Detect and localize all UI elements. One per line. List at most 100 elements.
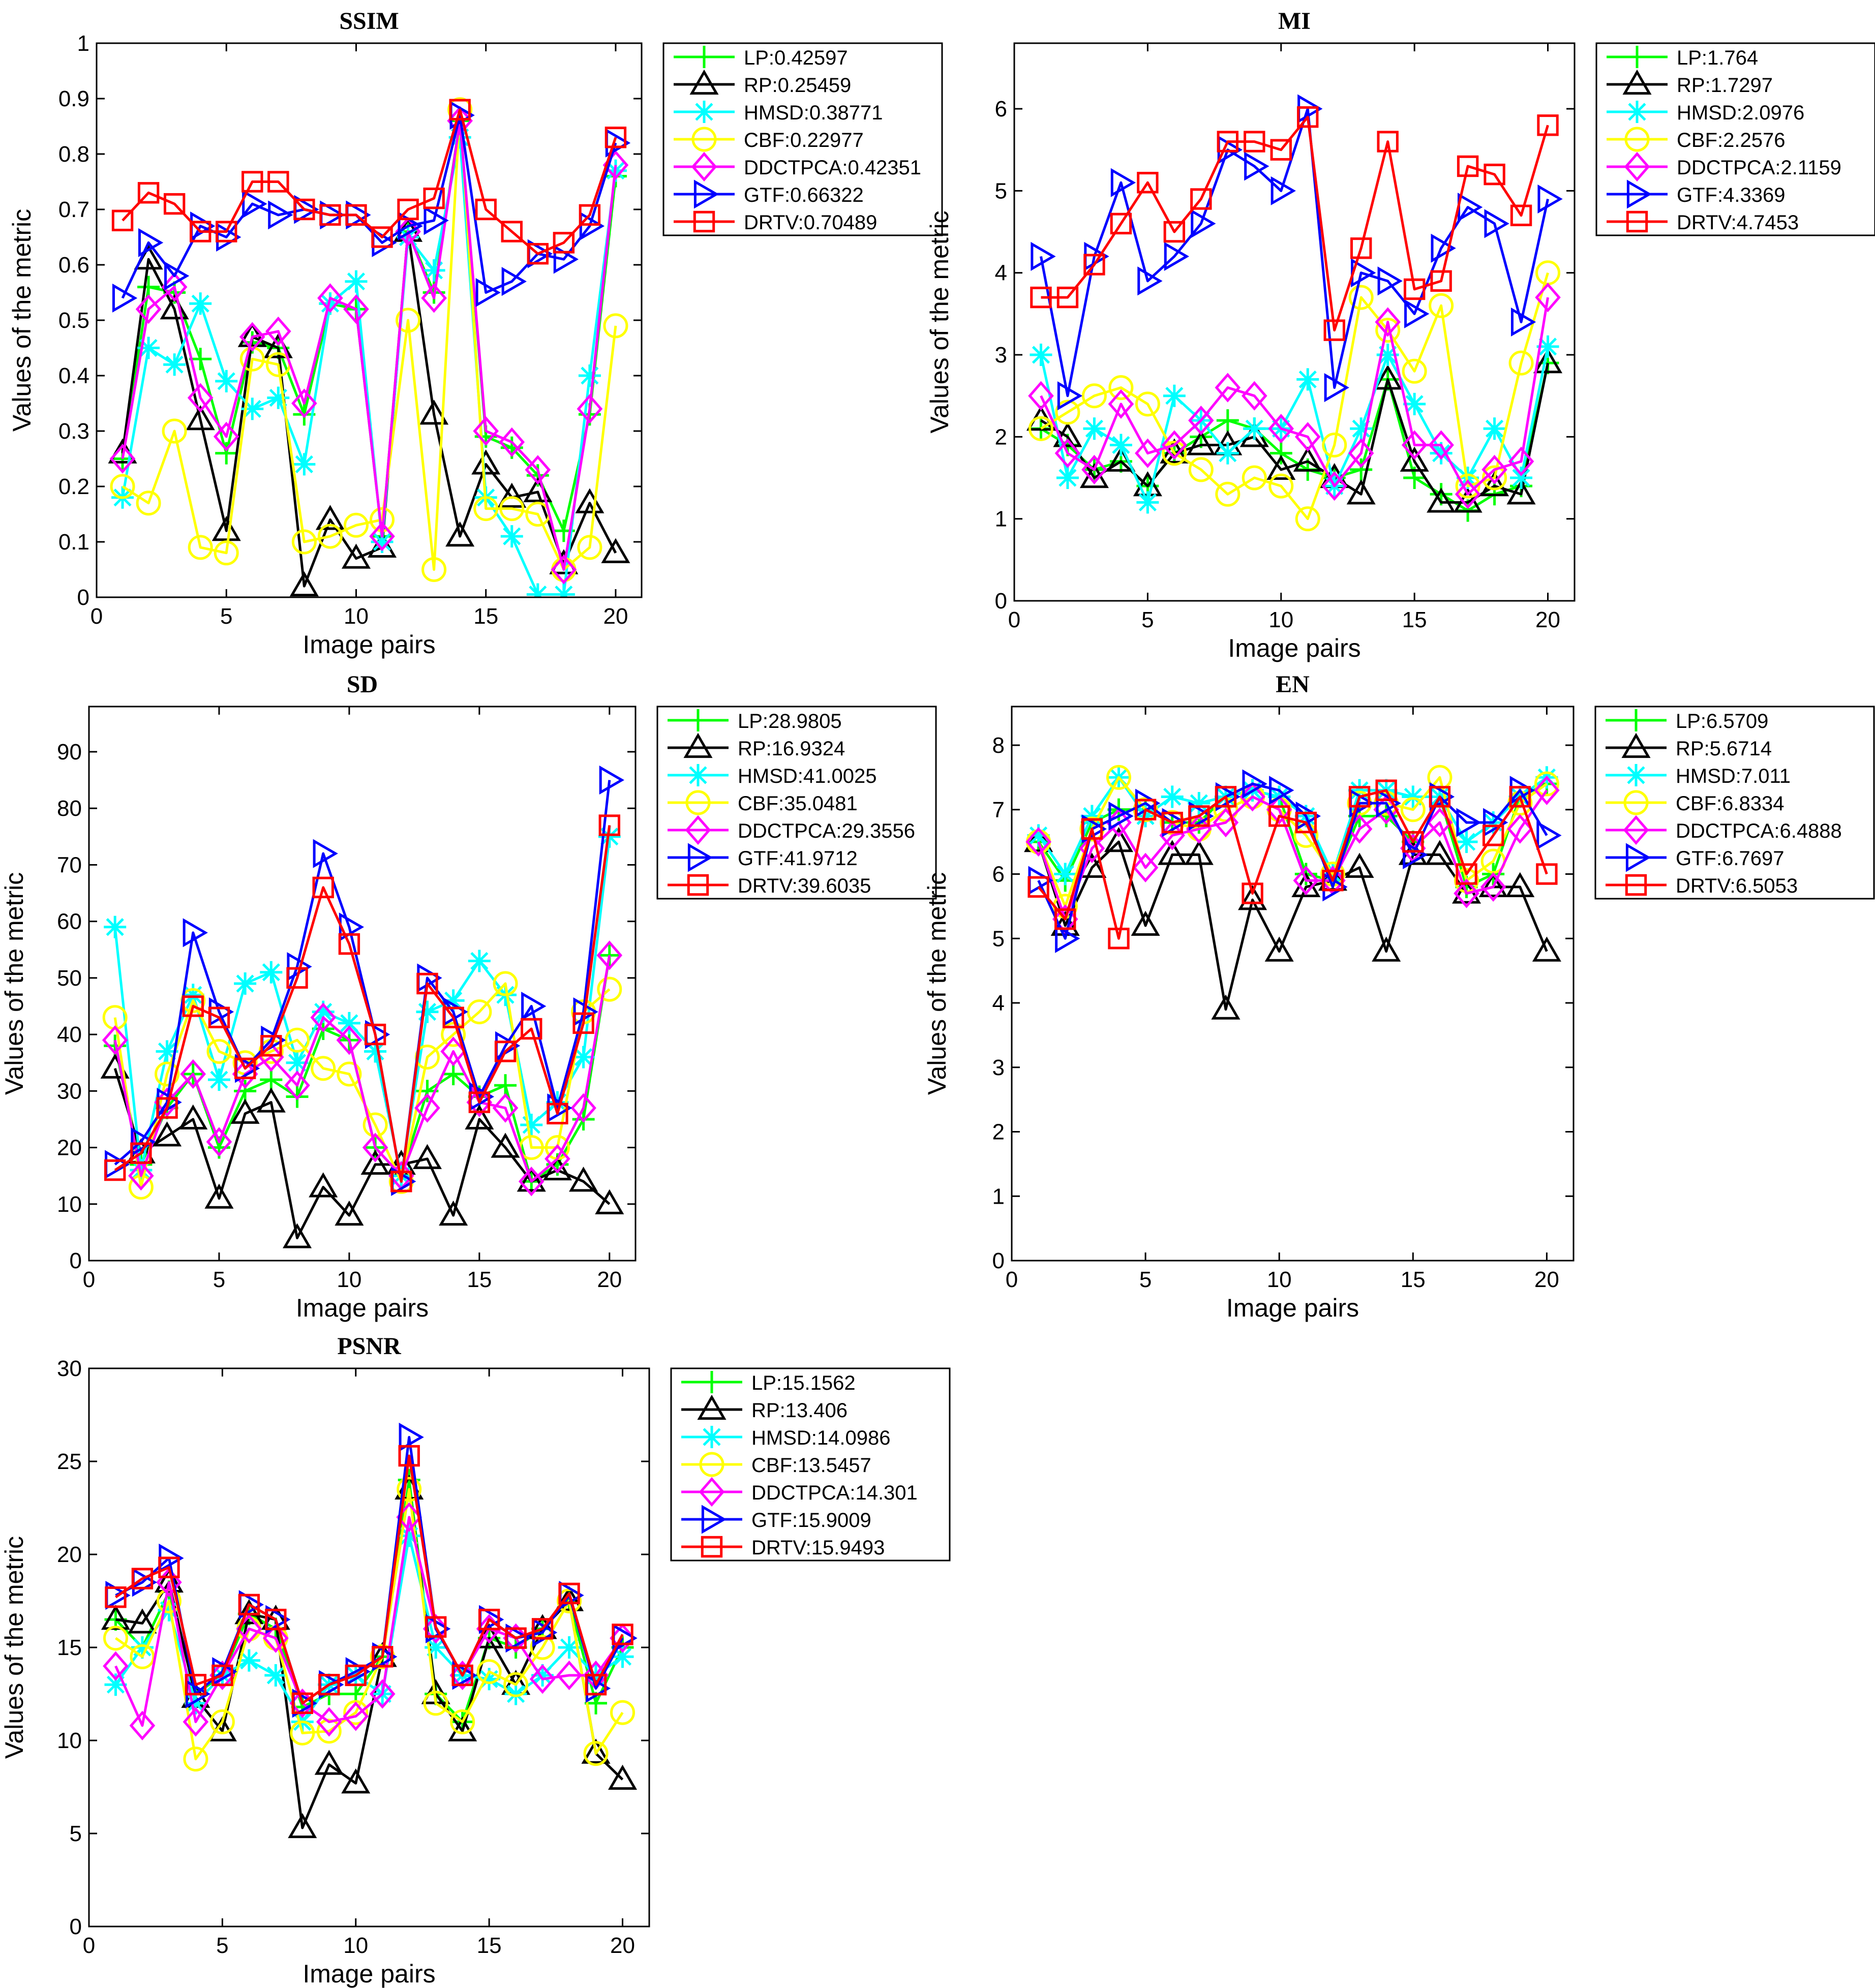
- legend-marker-cbf: [685, 790, 711, 815]
- point-ddctpca: [473, 416, 499, 446]
- point-hmsd: [1536, 335, 1559, 358]
- series-line-gtf: [1037, 782, 1548, 940]
- point-drtv: [371, 226, 393, 248]
- point-drtv: [521, 1018, 542, 1040]
- point-ddctpca: [343, 294, 369, 324]
- legend-marker-lp: [701, 1371, 723, 1393]
- point-rp: [581, 1738, 611, 1764]
- point-drtv: [425, 1616, 447, 1638]
- legend-label-rp: RP:5.6714: [1676, 738, 1772, 760]
- legend-marker-drtv: [693, 210, 715, 233]
- y-tick-label: 7: [992, 798, 1005, 822]
- x-tick-label: 15: [477, 1933, 502, 1958]
- point-gtf: [1431, 233, 1456, 263]
- point-rp: [445, 521, 475, 547]
- point-drtv: [1537, 114, 1559, 136]
- y-tick-label: 0: [995, 589, 1007, 614]
- y-tick-label: 0.3: [58, 419, 89, 444]
- series-line-drtv: [1041, 115, 1549, 332]
- point-hmsd: [398, 1524, 420, 1547]
- legend-label-cbf: CBF:0.22977: [744, 129, 864, 151]
- chart-psnr: PSNR 0 5 10 15 20 0 5 10 15 20 25 30 Image pairs Value…: [0, 1333, 951, 1988]
- point-drtv: [293, 198, 315, 221]
- plot-frame: [96, 42, 643, 598]
- point-cbf: [397, 1477, 422, 1502]
- point-ddctpca: [551, 555, 577, 585]
- point-rp: [608, 1764, 638, 1790]
- legend-label-ddctpca: DDCTPCA:2.1159: [1677, 157, 1841, 179]
- y-tick-label: 1: [77, 31, 89, 56]
- point-lp: [260, 1068, 283, 1091]
- point-cbf: [610, 1700, 636, 1725]
- point-drtv: [1217, 131, 1239, 152]
- point-cbf: [396, 308, 421, 333]
- y-tick-label: 1: [995, 507, 1007, 532]
- point-cbf: [476, 1659, 502, 1685]
- point-hmsd: [558, 1636, 581, 1659]
- point-cbf: [503, 1672, 529, 1697]
- point-drtv: [185, 1674, 207, 1696]
- point-rp: [186, 405, 215, 431]
- point-hmsd: [1161, 785, 1184, 808]
- point-rp: [1053, 422, 1082, 447]
- point-drtv: [216, 221, 237, 242]
- point-rp: [569, 1167, 598, 1192]
- point-gtf: [1537, 184, 1563, 214]
- chart-title: PSNR: [337, 1333, 402, 1360]
- point-cbf: [130, 1644, 155, 1669]
- point-hmsd: [267, 386, 290, 409]
- point-drtv: [1242, 882, 1263, 904]
- point-drtv: [163, 193, 186, 215]
- point-drtv: [364, 1023, 386, 1046]
- point-gtf: [521, 991, 547, 1021]
- point-drtv: [451, 1664, 473, 1687]
- point-hmsd: [448, 126, 471, 149]
- point-drtv: [241, 171, 263, 193]
- point-ddctpca: [102, 1025, 128, 1055]
- point-hmsd: [207, 1068, 230, 1091]
- x-tick-label: 0: [1006, 1267, 1018, 1292]
- point-rp: [154, 1567, 184, 1593]
- legend-marker-drtv: [701, 1536, 723, 1558]
- point-drtv: [398, 1445, 420, 1467]
- point-cbf: [188, 535, 213, 560]
- point-rp: [601, 538, 630, 563]
- point-drtv: [1081, 818, 1103, 840]
- point-cbf: [206, 1038, 232, 1064]
- point-rp: [314, 1750, 344, 1775]
- point-hmsd: [1054, 863, 1077, 885]
- point-drtv: [265, 1608, 287, 1631]
- series-group: [1024, 764, 1562, 1020]
- point-ddctpca: [529, 1664, 556, 1694]
- x-axis-label: Image pairs: [303, 1960, 435, 1988]
- y-tick-label: 20: [57, 1542, 82, 1567]
- point-gtf: [1510, 307, 1536, 337]
- point-drtv: [208, 1006, 230, 1028]
- chart-title: SD: [347, 671, 378, 698]
- y-tick-label: 0: [70, 1248, 82, 1273]
- point-cbf: [1055, 400, 1080, 425]
- point-drtv: [449, 99, 471, 121]
- point-ddctpca: [1215, 373, 1241, 403]
- point-hmsd: [264, 1664, 287, 1687]
- point-ddctpca: [239, 322, 265, 352]
- legend-marker-cbf: [699, 1452, 724, 1477]
- point-hmsd: [1188, 792, 1211, 815]
- point-ddctpca: [369, 521, 395, 552]
- point-rp: [230, 1098, 260, 1124]
- point-rp: [517, 1167, 546, 1192]
- point-ddctpca: [1293, 866, 1319, 896]
- x-tick-label: 10: [343, 1933, 368, 1958]
- point-hmsd: [572, 1046, 595, 1068]
- y-tick-label: 0: [77, 585, 89, 610]
- point-hmsd: [468, 950, 491, 972]
- legend-marker-ddctpca: [685, 815, 711, 845]
- point-hmsd: [1136, 491, 1159, 514]
- x-tick-label: 15: [467, 1267, 492, 1292]
- legend-label-drtv: DRTV:39.6035: [738, 875, 871, 897]
- point-cbf: [557, 1588, 582, 1613]
- point-ddctpca: [187, 383, 214, 413]
- legend-label-rp: RP:0.25459: [744, 74, 851, 97]
- legend-marker-gtf: [1625, 843, 1651, 872]
- point-drtv: [319, 204, 341, 226]
